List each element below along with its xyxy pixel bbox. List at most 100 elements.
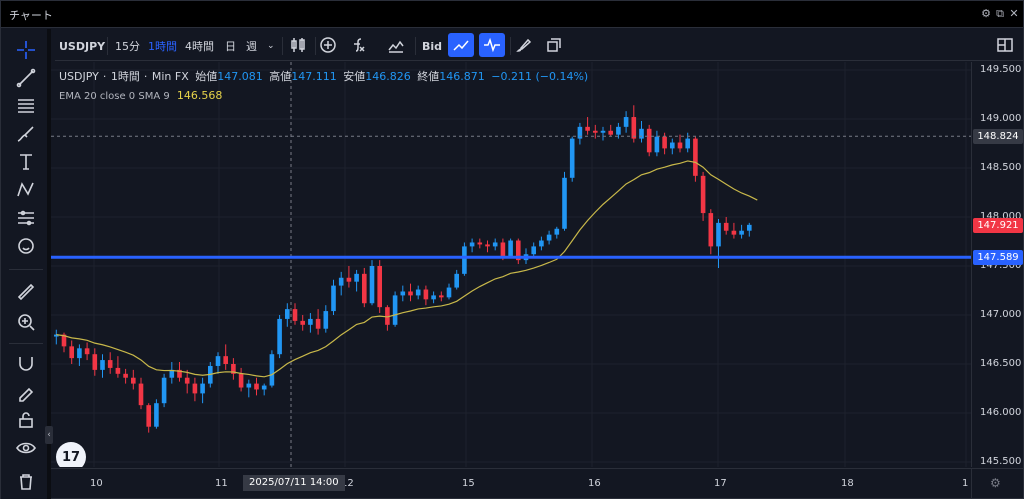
candle-body [508, 240, 513, 257]
candle-body [362, 273, 367, 304]
candle-body [161, 377, 167, 404]
symbol-button[interactable]: USDJPY [59, 39, 106, 53]
candle-body [700, 175, 706, 214]
ruler-icon[interactable] [9, 279, 43, 305]
zoom-in-icon[interactable] [9, 309, 43, 335]
price-source-button[interactable]: Bid [422, 39, 443, 53]
chevron-down-icon[interactable]: ⌄ [267, 41, 275, 51]
legend-open: 147.081 [217, 70, 263, 83]
interval-15m[interactable]: 15分 [115, 40, 140, 53]
candle-body [369, 266, 375, 304]
price-tick: 148.000 [980, 211, 1022, 222]
candle-body [69, 346, 74, 359]
candle-body [292, 309, 298, 321]
candle-body [415, 289, 421, 296]
candle-body [423, 289, 429, 300]
crosshair-price-label: 148.824 [973, 129, 1023, 145]
interval-week[interactable]: 週 [246, 40, 257, 53]
ema-legend[interactable]: EMA 20 close 0 SMA 9 146.568 [59, 89, 222, 102]
hline-price-label: 147.589 [973, 250, 1023, 266]
candles-icon[interactable] [285, 33, 311, 57]
candle-body [385, 307, 390, 325]
trash-icon[interactable] [9, 469, 43, 495]
settings-corner[interactable]: ⚙ [971, 468, 1023, 498]
drawing-toolbar [1, 29, 51, 499]
candle-body [531, 246, 536, 255]
legend: USDJPY · 1時間 · Min FX 始値147.081 高値147.111 … [59, 70, 589, 83]
magnet-icon[interactable] [9, 351, 43, 377]
candle-body [138, 383, 144, 406]
compare-icon[interactable] [383, 33, 409, 57]
candle-body [246, 383, 252, 388]
indicators-plus-icon[interactable] [315, 33, 341, 57]
candle-body [492, 242, 498, 247]
close-icon[interactable]: ✕ [1009, 7, 1019, 20]
candle-body [562, 177, 567, 229]
pattern-icon[interactable] [9, 177, 43, 203]
line-chart-icon[interactable] [448, 33, 474, 57]
window-title: チャート [9, 9, 53, 22]
candle-body [485, 244, 490, 247]
fib-icon[interactable] [9, 93, 43, 119]
interval-1h[interactable]: 1時間 [148, 40, 177, 53]
candle-body [269, 354, 275, 386]
emoji-icon[interactable] [9, 233, 43, 259]
lock-icon[interactable] [9, 407, 43, 433]
candle-body [662, 136, 667, 149]
legend-open-label: 始値 [195, 70, 218, 83]
candle-body [716, 222, 721, 247]
legend-change: −0.211 (−0.14%) [491, 70, 589, 83]
time-tick: 17 [714, 478, 727, 489]
candle-body [469, 242, 475, 247]
time-tick: 11 [215, 478, 228, 489]
candle-body [184, 377, 190, 384]
prediction-icon[interactable] [9, 205, 43, 231]
candle-body [623, 117, 629, 127]
layout-icon[interactable] [992, 33, 1018, 57]
pulse-icon[interactable] [479, 33, 505, 57]
time-tick: 1 [962, 478, 969, 489]
eye-icon[interactable] [9, 435, 43, 461]
clone-icon[interactable] [541, 33, 567, 57]
candle-body [61, 334, 67, 347]
legend-symbol: USDJPY [59, 70, 99, 83]
brush-tool-icon[interactable] [9, 121, 43, 147]
candlestick-chart[interactable] [51, 62, 971, 467]
candle-body [670, 142, 675, 149]
legend-close-label: 終値 [417, 70, 440, 83]
collapse-toolbar-handle[interactable]: ‹ [45, 426, 53, 444]
popout-icon[interactable]: ⧉ [996, 7, 1004, 20]
candle-body [608, 130, 613, 135]
chart-pane[interactable]: USDJPY · 1時間 · Min FX 始値147.081 高値147.111 … [51, 62, 971, 467]
trendline-icon[interactable] [9, 65, 43, 91]
legend-high-label: 高値 [269, 70, 292, 83]
candle-body [169, 369, 175, 378]
crosshair-icon[interactable] [9, 37, 43, 63]
price-axis[interactable]: 149.500 149.000 148.500 148.000 147.500 147.0… [971, 62, 1023, 467]
candle-body [685, 138, 690, 149]
brush-icon[interactable] [511, 33, 537, 57]
lock-drawing-icon[interactable] [9, 379, 43, 405]
fx-icon[interactable] [345, 33, 371, 57]
candle-body [84, 348, 90, 355]
candle-body [308, 318, 313, 325]
interval-4h[interactable]: 4時間 [185, 40, 214, 53]
price-tick: 149.500 [980, 64, 1022, 75]
title-bar: チャート ⚙ ⧉ ✕ [1, 1, 1023, 28]
last-price-label: 147.921 [973, 217, 1023, 233]
candle-body [654, 136, 660, 153]
text-tool-icon[interactable] [9, 149, 43, 175]
candle-body [338, 277, 344, 286]
candle-body [54, 334, 59, 337]
candle-body [600, 130, 606, 133]
gear-icon[interactable]: ⚙ [981, 7, 991, 20]
candle-body [346, 277, 352, 282]
settings-gear-icon[interactable]: ⚙ [990, 476, 1001, 490]
candle-body [539, 240, 544, 247]
candle-body [131, 377, 136, 384]
candle-body [100, 360, 105, 370]
time-axis[interactable]: 10 11 12 15 16 17 18 1 2025/07/11 14:00 [51, 468, 971, 498]
candle-body [154, 403, 159, 427]
candle-body [300, 320, 305, 325]
interval-day[interactable]: 日 [225, 40, 236, 53]
